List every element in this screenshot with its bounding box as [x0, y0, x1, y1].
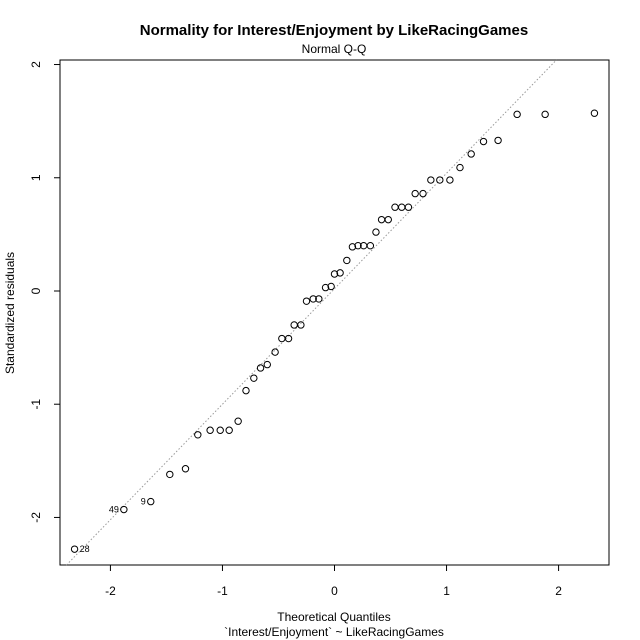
- reference-line: [66, 59, 557, 566]
- data-point: [384, 215, 392, 224]
- data-point: [343, 256, 351, 265]
- x-axis-label: Theoretical Quantiles: [277, 610, 390, 624]
- point-label: 28: [80, 544, 90, 554]
- data-point: [321, 283, 330, 292]
- data-point: [541, 110, 549, 119]
- y-axis-label: Standardized residuals: [3, 252, 17, 374]
- x-tick-label: 0: [331, 584, 338, 598]
- data-point: [147, 497, 155, 506]
- data-point: [398, 203, 406, 211]
- data-point: [181, 465, 190, 473]
- data-point: [309, 295, 317, 303]
- data-point: [366, 241, 375, 250]
- data-point: [278, 334, 286, 343]
- x-tick-label: -1: [217, 584, 228, 598]
- data-point: [467, 150, 475, 158]
- y-tick-label: -1: [29, 399, 43, 410]
- data-point: [372, 228, 380, 236]
- data-point: [336, 269, 344, 277]
- reference-line-group: [66, 59, 557, 566]
- data-point: [216, 426, 224, 434]
- data-point: [419, 189, 427, 198]
- data-point: [250, 374, 258, 382]
- data-point: [330, 270, 339, 278]
- data-point: [404, 203, 413, 211]
- data-point: [327, 282, 335, 291]
- data-point: [590, 109, 599, 117]
- data-point: [225, 426, 233, 434]
- point-label: 9: [141, 497, 146, 507]
- data-point: [348, 243, 357, 251]
- x-axis-sublabel: `Interest/Enjoyment` ~ LikeRacingGames: [224, 625, 444, 639]
- chart-subtitle: Normal Q-Q: [302, 42, 367, 56]
- points-group: 28 49 9: [70, 109, 599, 554]
- y-tick-label: 1: [29, 174, 43, 181]
- y-axis: -2 -1 0 1 2: [29, 61, 60, 523]
- data-point: [297, 321, 305, 329]
- y-tick-label: 2: [29, 61, 43, 68]
- data-point: [479, 137, 488, 146]
- x-axis: -2 -1 0 1 2: [105, 565, 562, 598]
- data-point: [446, 176, 454, 184]
- data-point: [242, 386, 250, 395]
- plot-frame: [59, 59, 610, 566]
- data-point: [256, 364, 265, 372]
- point-label: 49: [109, 505, 119, 515]
- data-point: [120, 505, 128, 514]
- data-point: [354, 241, 362, 250]
- y-tick-label: -2: [29, 512, 43, 523]
- data-point: [436, 176, 444, 184]
- data-point: [271, 348, 279, 356]
- data-point: [513, 110, 521, 119]
- x-tick-label: 2: [555, 584, 562, 598]
- data-point: [427, 176, 435, 184]
- data-point: [302, 297, 311, 305]
- data-point: [70, 545, 79, 553]
- data-point: [377, 215, 386, 224]
- data-point: [166, 470, 174, 479]
- chart-title: Normality for Interest/Enjoyment by Like…: [140, 22, 528, 39]
- data-point: [284, 334, 293, 343]
- data-point: [206, 426, 214, 434]
- data-point: [411, 189, 419, 198]
- data-point: [391, 203, 399, 211]
- data-point: [234, 417, 242, 425]
- x-tick-label: -2: [105, 584, 116, 598]
- data-point: [494, 136, 502, 145]
- data-point: [456, 163, 464, 172]
- data-point: [194, 431, 202, 439]
- data-point: [263, 360, 271, 369]
- x-tick-label: 1: [443, 584, 450, 598]
- data-point: [290, 321, 298, 329]
- data-point: [315, 295, 323, 303]
- y-tick-label: 0: [29, 287, 43, 294]
